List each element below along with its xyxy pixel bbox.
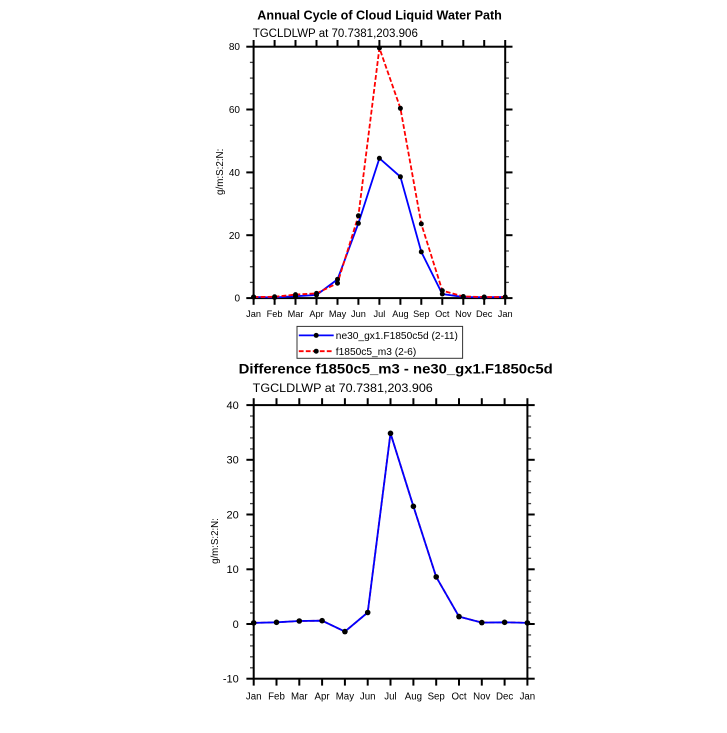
svg-text:g/m:S:2:N:: g/m:S:2:N: bbox=[210, 518, 221, 564]
svg-text:Jan: Jan bbox=[246, 691, 262, 702]
svg-text:10: 10 bbox=[227, 564, 239, 576]
svg-text:Difference f1850c5_m3 - ne30_g: Difference f1850c5_m3 - ne30_gx1.F1850c5… bbox=[239, 361, 553, 377]
svg-text:g/m:S:2:N:: g/m:S:2:N: bbox=[215, 149, 226, 195]
svg-text:Oct: Oct bbox=[435, 309, 450, 319]
svg-text:Nov: Nov bbox=[473, 691, 490, 702]
svg-text:Jan: Jan bbox=[246, 309, 261, 319]
svg-text:Jul: Jul bbox=[374, 309, 386, 319]
svg-text:Jan: Jan bbox=[498, 309, 513, 319]
svg-text:Jul: Jul bbox=[384, 691, 396, 702]
svg-text:Mar: Mar bbox=[288, 309, 304, 319]
svg-text:0: 0 bbox=[233, 619, 239, 631]
svg-text:Aug: Aug bbox=[392, 309, 408, 319]
svg-text:80: 80 bbox=[229, 42, 241, 53]
svg-text:Feb: Feb bbox=[268, 691, 285, 702]
svg-text:Feb: Feb bbox=[267, 309, 283, 319]
svg-text:Sep: Sep bbox=[428, 691, 445, 702]
svg-text:40: 40 bbox=[229, 168, 241, 179]
svg-text:Oct: Oct bbox=[451, 691, 466, 702]
svg-text:TGCLDLWP at 70.7381,203.906: TGCLDLWP at 70.7381,203.906 bbox=[253, 28, 418, 40]
svg-text:Jun: Jun bbox=[360, 691, 376, 702]
svg-text:Jun: Jun bbox=[351, 309, 366, 319]
svg-text:Nov: Nov bbox=[455, 309, 472, 319]
svg-text:TGCLDLWP at 70.7381,203.906: TGCLDLWP at 70.7381,203.906 bbox=[253, 381, 433, 395]
svg-text:Aug: Aug bbox=[405, 691, 422, 702]
svg-text:May: May bbox=[329, 309, 347, 319]
svg-text:20: 20 bbox=[227, 509, 239, 521]
svg-text:60: 60 bbox=[229, 105, 241, 116]
svg-text:May: May bbox=[336, 691, 354, 702]
svg-text:ne30_gx1.F1850c5d (2-11): ne30_gx1.F1850c5d (2-11) bbox=[336, 331, 458, 342]
svg-text:Dec: Dec bbox=[476, 309, 493, 319]
svg-text:Mar: Mar bbox=[291, 691, 308, 702]
svg-text:40: 40 bbox=[227, 400, 239, 412]
svg-text:Jan: Jan bbox=[520, 691, 536, 702]
svg-text:f1850c5_m3 (2-6): f1850c5_m3 (2-6) bbox=[336, 347, 416, 358]
svg-text:-10: -10 bbox=[223, 674, 239, 686]
svg-text:20: 20 bbox=[229, 231, 241, 242]
svg-text:30: 30 bbox=[227, 455, 239, 467]
svg-text:Sep: Sep bbox=[413, 309, 429, 319]
svg-text:Apr: Apr bbox=[315, 691, 331, 702]
svg-text:0: 0 bbox=[234, 294, 240, 305]
svg-text:Annual Cycle of Cloud Liquid W: Annual Cycle of Cloud Liquid Water Path bbox=[257, 7, 502, 22]
svg-text:Apr: Apr bbox=[309, 309, 323, 319]
svg-text:Dec: Dec bbox=[496, 691, 513, 702]
